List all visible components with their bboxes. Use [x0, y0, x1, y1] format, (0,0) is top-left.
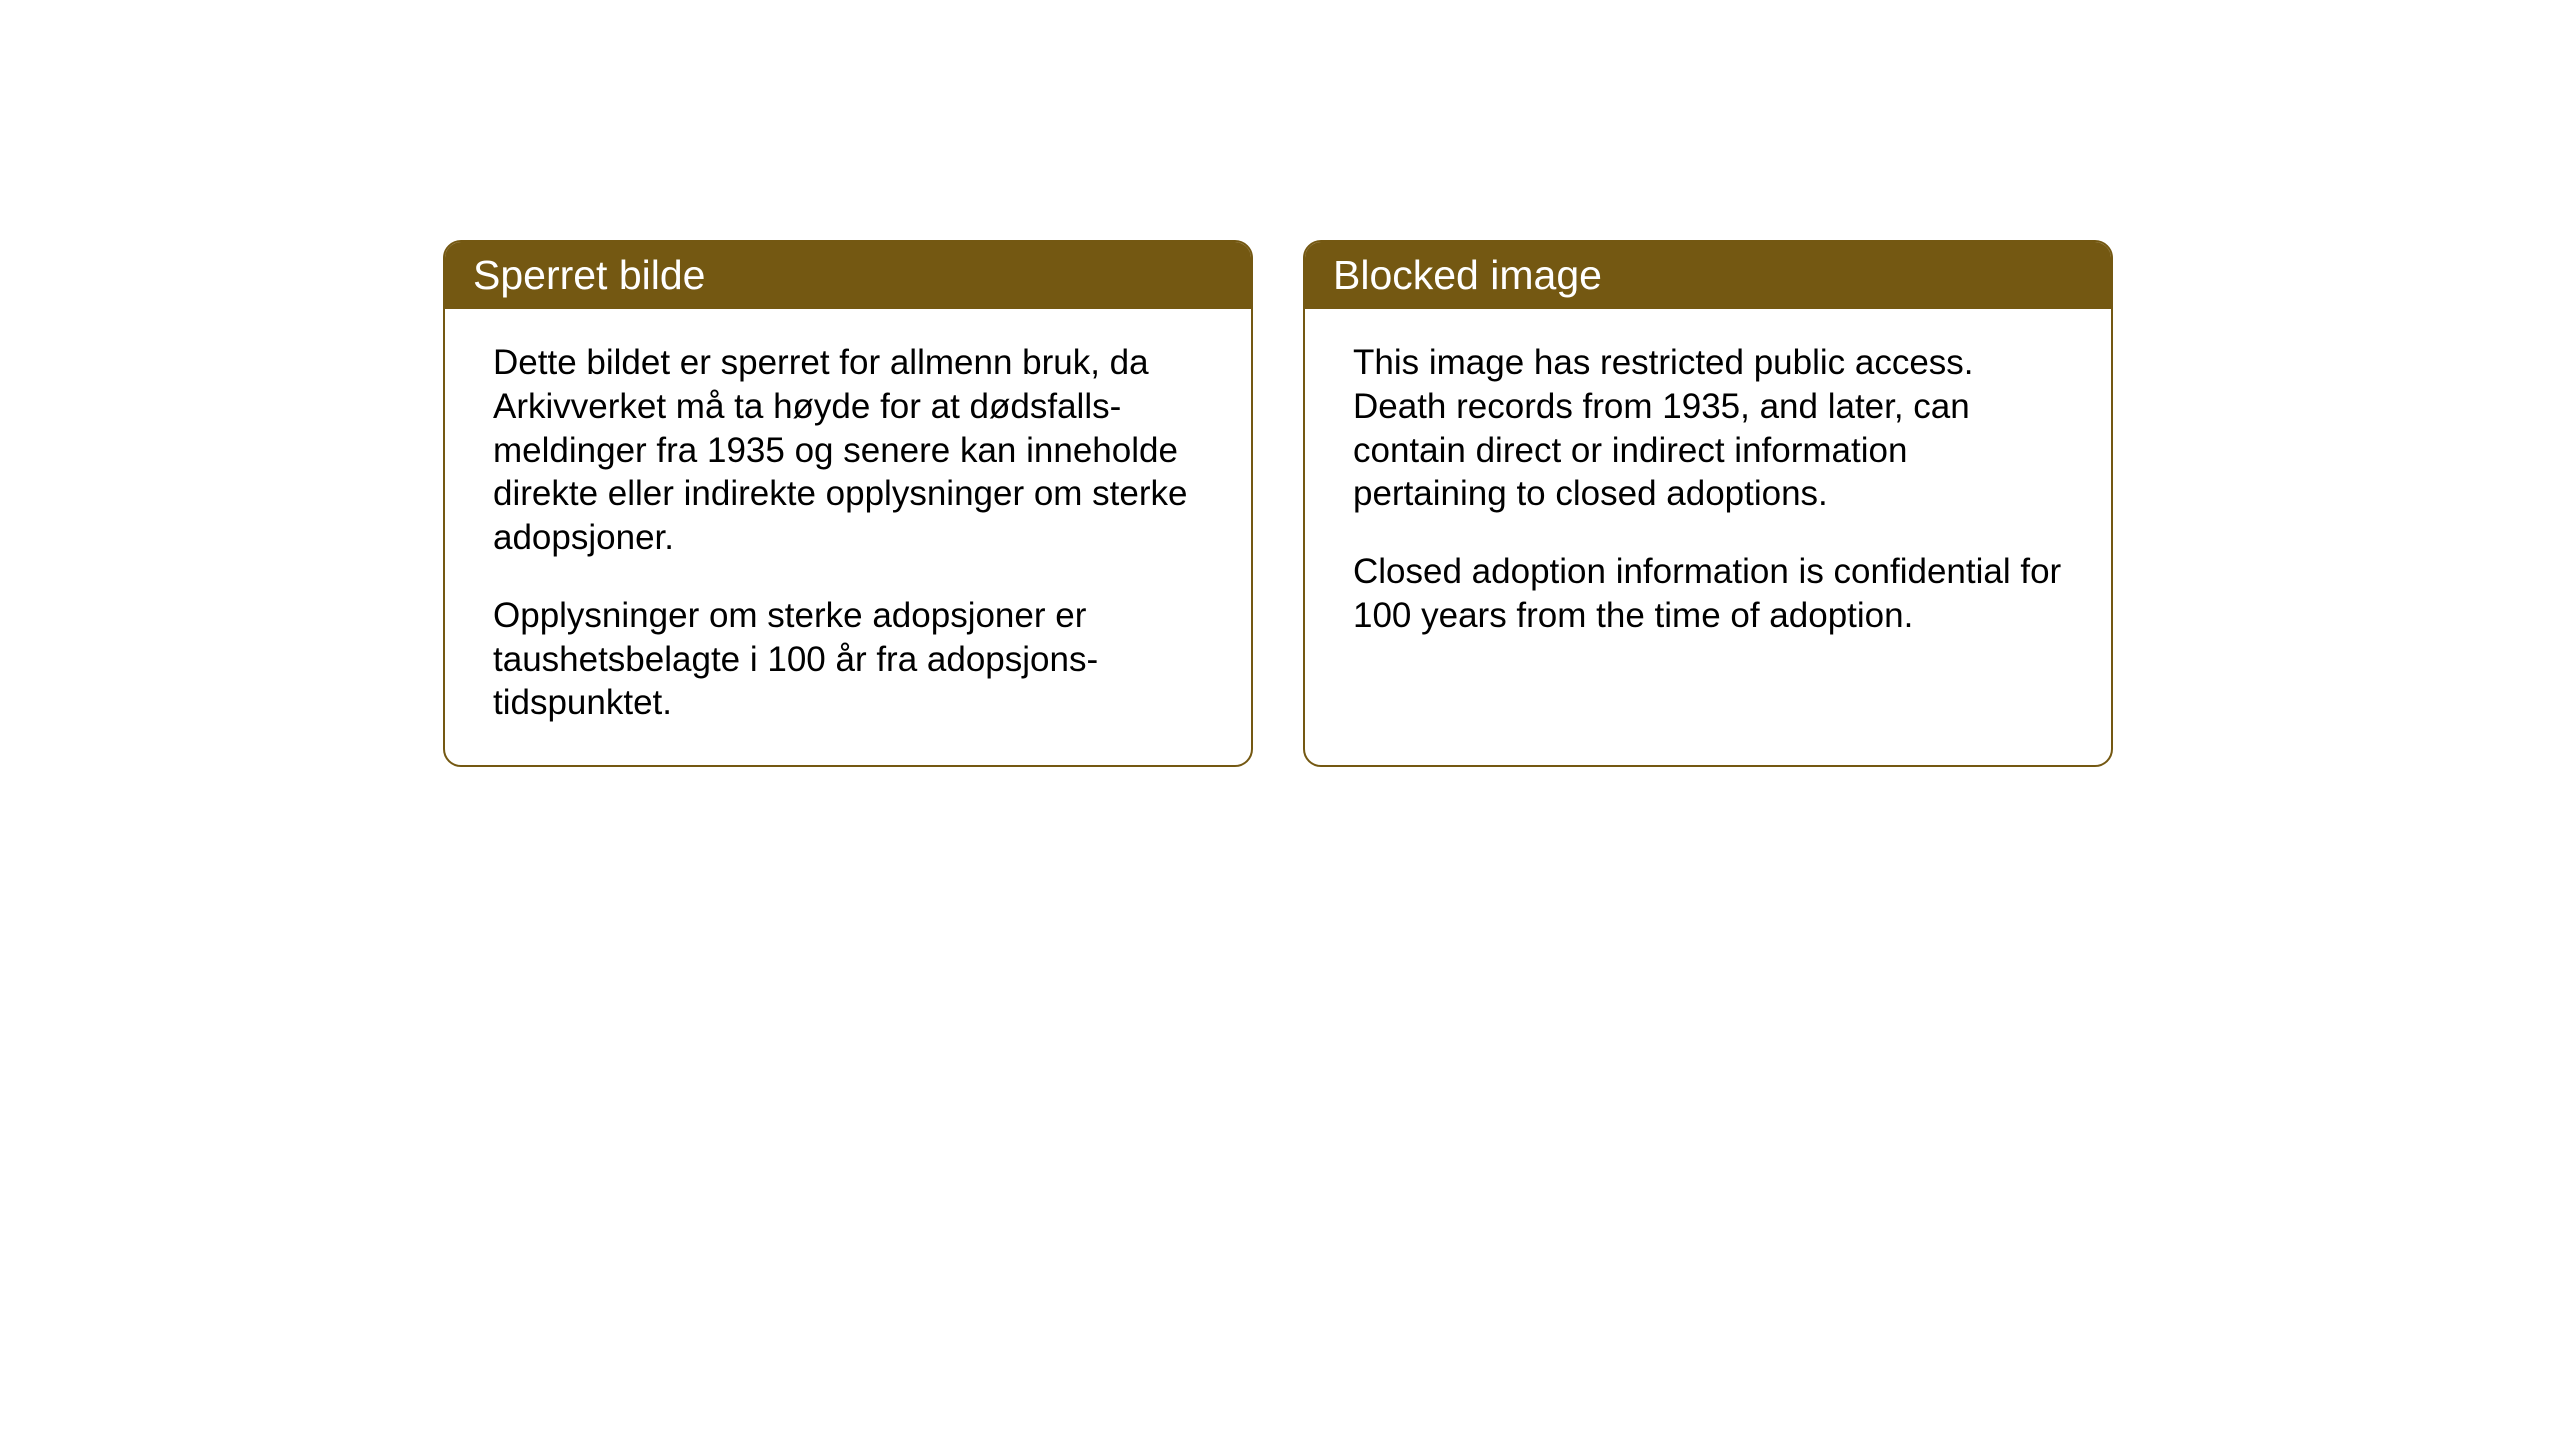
english-card-title: Blocked image — [1333, 252, 1602, 298]
english-paragraph-1: This image has restricted public access.… — [1353, 341, 2063, 516]
english-card-header: Blocked image — [1305, 242, 2111, 309]
norwegian-card-title: Sperret bilde — [473, 252, 705, 298]
english-card-body: This image has restricted public access.… — [1305, 309, 2111, 678]
cards-container: Sperret bilde Dette bildet er sperret fo… — [443, 240, 2113, 767]
english-paragraph-2: Closed adoption information is confident… — [1353, 550, 2063, 638]
norwegian-card-body: Dette bildet er sperret for allmenn bruk… — [445, 309, 1251, 765]
norwegian-card-header: Sperret bilde — [445, 242, 1251, 309]
english-card: Blocked image This image has restricted … — [1303, 240, 2113, 767]
norwegian-paragraph-1: Dette bildet er sperret for allmenn bruk… — [493, 341, 1203, 560]
norwegian-card: Sperret bilde Dette bildet er sperret fo… — [443, 240, 1253, 767]
norwegian-paragraph-2: Opplysninger om sterke adopsjoner er tau… — [493, 594, 1203, 725]
